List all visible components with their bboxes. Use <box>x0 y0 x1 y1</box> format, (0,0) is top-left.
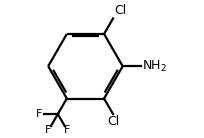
Text: Cl: Cl <box>114 4 127 17</box>
Text: F: F <box>64 125 70 135</box>
Text: NH$_2$: NH$_2$ <box>142 59 167 74</box>
Text: F: F <box>45 125 52 135</box>
Text: F: F <box>36 109 42 119</box>
Text: Cl: Cl <box>107 115 119 128</box>
